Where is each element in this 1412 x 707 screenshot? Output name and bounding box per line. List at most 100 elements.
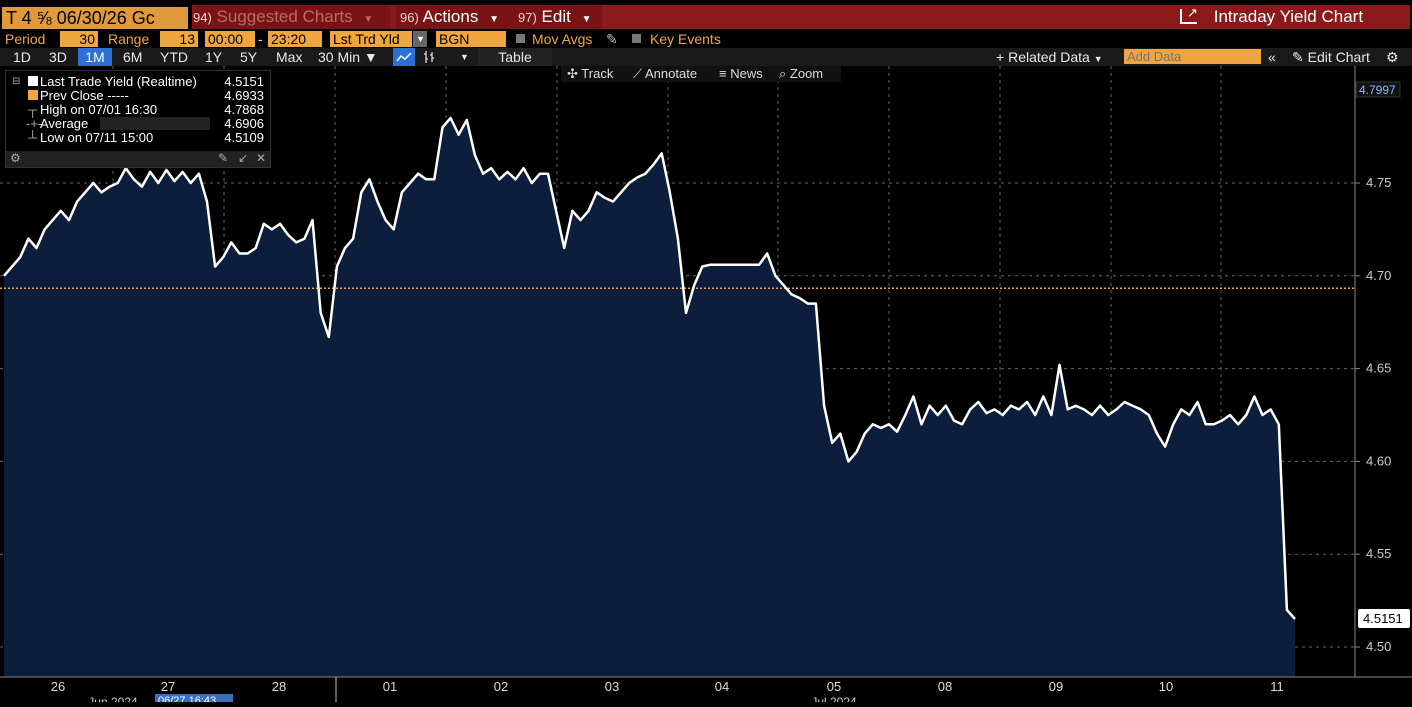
news-label: News	[730, 66, 763, 81]
legend-value: 4.5109	[224, 130, 264, 145]
chart-legend: ⊟ Last Trade Yield (Realtime) 4.5151 Pre…	[5, 70, 271, 168]
mov-avgs-checkbox[interactable]	[516, 34, 525, 43]
chart-tool-strip: ✣ Track ⟋ Annotate ≡ News ⌕ Zoom	[561, 66, 841, 82]
y-tick-label: 4.55	[1366, 546, 1391, 561]
chevron-down-icon[interactable]: ▼	[413, 31, 427, 47]
gear-icon[interactable]: ⚙	[10, 151, 21, 165]
high-marker-box	[1355, 81, 1401, 98]
x-tick-label: 10	[1159, 679, 1173, 694]
legend-mask	[100, 117, 210, 130]
edit-button[interactable]: 97) Edit ▼	[514, 5, 602, 29]
period-button-max[interactable]: Max	[276, 49, 303, 65]
period-button-3d[interactable]: 3D	[49, 49, 67, 65]
suggested-charts-button[interactable]: 94) Suggested Charts ▼	[193, 5, 391, 29]
legend-row-average[interactable]: -+- Average 4.6906	[10, 117, 264, 130]
key-events-label: Key Events	[650, 31, 721, 47]
x-tick-label: 02	[494, 679, 508, 694]
legend-value: 4.6933	[224, 88, 264, 103]
minimize-icon[interactable]: ↙	[238, 151, 249, 165]
legend-row-prev-close[interactable]: Prev Close ----- 4.6933	[10, 89, 264, 102]
legend-row-high[interactable]: ┬ High on 07/01 16:30 4.7868	[10, 103, 264, 116]
period-button-1d[interactable]: 1D	[13, 49, 31, 65]
window-title: ↗ Intraday Yield Chart	[1180, 5, 1402, 29]
edit-chart-button[interactable]: ✎ Edit Chart	[1292, 48, 1370, 66]
news-icon: ≡	[719, 66, 727, 81]
legend-label: Average	[40, 116, 89, 131]
crosshair-time-label: 06/27 16:43	[158, 695, 216, 702]
track-label: Track	[581, 66, 614, 81]
security-ticker-field[interactable]: T 4 ⅝ 06/30/26 Gc	[2, 7, 188, 29]
high-marker-icon: ┬	[28, 102, 38, 117]
period-button-1m[interactable]: 1M	[78, 48, 112, 66]
plus-icon: +	[996, 49, 1005, 65]
x-tick-label: 28	[272, 679, 286, 694]
source-input[interactable]: BGN	[436, 31, 506, 47]
pen-icon: ⟋	[633, 66, 643, 81]
annotate-label: Annotate	[645, 66, 698, 81]
period-button-ytd[interactable]: YTD	[160, 49, 188, 65]
related-data-label: Related Data	[1008, 49, 1090, 65]
zoom-label: Zoom	[789, 66, 824, 81]
legend-row-low[interactable]: ┴ Low on 07/11 15:00 4.5109	[10, 131, 264, 144]
bar-chart-icon[interactable]	[423, 48, 435, 66]
actions-button[interactable]: 96) Actions ▼	[396, 5, 514, 29]
x-tick-label: 27	[161, 679, 175, 694]
interval-select[interactable]: 30 Min ▼	[318, 48, 378, 66]
legend-label: High on 07/01 16:30	[40, 102, 158, 117]
pin-icon[interactable]: ✎	[218, 151, 229, 165]
period-input[interactable]: 30	[60, 31, 98, 47]
legend-row-last-trade[interactable]: ⊟ Last Trade Yield (Realtime) 4.5151	[10, 75, 264, 88]
chevron-down-icon: ▼	[489, 14, 499, 25]
period-button-1y[interactable]: 1Y	[205, 49, 223, 65]
magnifier-icon: ⌕	[779, 66, 787, 81]
line-chart-icon[interactable]	[393, 48, 415, 66]
period-button-5y[interactable]: 5Y	[240, 49, 258, 65]
window-title-text: Intraday Yield Chart	[1213, 7, 1364, 26]
month-label: Jun 2024	[88, 695, 138, 702]
legend-footer: ⚙ ✎ ↙ ✕	[6, 151, 270, 167]
related-data-button[interactable]: + Related Data ▼	[996, 48, 1103, 66]
pencil-icon[interactable]: ✎	[606, 31, 618, 47]
chevron-down-icon[interactable]: ▼	[460, 52, 469, 62]
end-time-input[interactable]: 23:20	[268, 31, 322, 47]
legend-value: 4.5151	[224, 74, 264, 89]
legend-swatch-white	[28, 76, 38, 86]
tree-icon: ⊟	[12, 76, 21, 87]
news-tool[interactable]: ≡ News	[719, 66, 763, 82]
actions-label: Actions	[422, 7, 479, 26]
add-data-input[interactable]	[1124, 49, 1261, 64]
suggested-charts-number: 94)	[193, 10, 212, 25]
period-button-6m[interactable]: 6M	[123, 49, 143, 65]
suggested-charts-label: Suggested Charts	[216, 7, 353, 26]
edit-number: 97)	[518, 10, 537, 25]
close-icon[interactable]: ✕	[256, 151, 267, 165]
legend-label: Low on 07/11 15:00	[40, 130, 154, 145]
key-events-checkbox[interactable]	[632, 34, 641, 43]
legend-label: Last Trade Yield (Realtime)	[40, 74, 197, 89]
chart-toolbar: 1D 3D 1M 6M YTD 1Y 5Y Max 30 Min ▼ ▼ Tab…	[0, 48, 1412, 66]
x-tick-label: 04	[715, 679, 729, 694]
track-tool[interactable]: ✣ Track	[567, 66, 613, 82]
table-button[interactable]: Table	[478, 48, 552, 66]
annotate-tool[interactable]: ⟋ Annotate	[633, 66, 697, 82]
period-label: Period	[5, 31, 46, 47]
chevron-down-icon: ▼	[363, 14, 374, 25]
low-marker-icon: ┴	[28, 130, 38, 145]
legend-value: 4.7868	[224, 102, 264, 117]
month-label: Jul 2024	[811, 695, 857, 702]
gear-icon[interactable]: ⚙	[1386, 49, 1399, 65]
collapse-icon[interactable]: «	[1268, 49, 1276, 65]
x-tick-label: 08	[938, 679, 952, 694]
edit-label: Edit	[541, 7, 571, 26]
field-select[interactable]: Lst Trd Yld	[330, 31, 412, 47]
area-fill	[4, 118, 1295, 677]
range-input[interactable]: 13	[160, 31, 198, 47]
start-time-input[interactable]: 00:00	[205, 31, 255, 47]
y-tick-label: 4.65	[1366, 361, 1391, 376]
x-tick-label: 05	[827, 679, 841, 694]
mov-avgs-label: Mov Avgs	[532, 31, 593, 47]
external-link-icon[interactable]: ↗	[1180, 6, 1198, 24]
range-label: Range	[108, 31, 150, 47]
zoom-tool[interactable]: ⌕ Zoom	[779, 66, 823, 82]
yield-line	[3, 116, 1296, 620]
